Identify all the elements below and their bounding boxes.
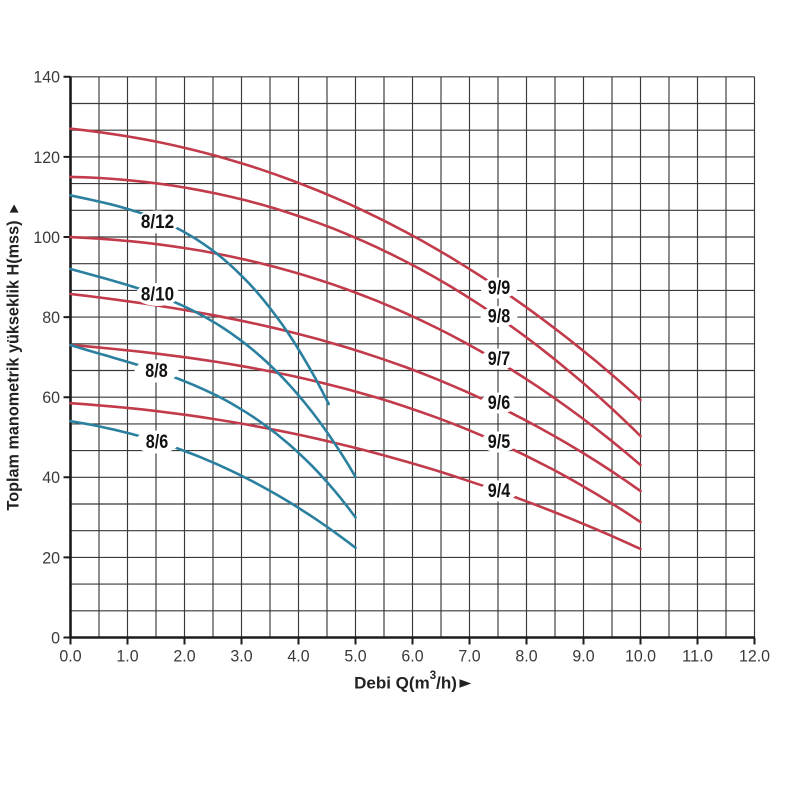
svg-text:9.0: 9.0 <box>572 647 594 666</box>
svg-text:8/10: 8/10 <box>141 285 174 306</box>
svg-text:8.0: 8.0 <box>515 647 537 666</box>
svg-text:9/6: 9/6 <box>488 393 510 414</box>
svg-text:20: 20 <box>42 548 60 567</box>
svg-text:140: 140 <box>33 68 60 87</box>
svg-text:40: 40 <box>42 468 60 487</box>
svg-text:120: 120 <box>33 148 60 167</box>
svg-text:Debi Q(m3/h): Debi Q(m3/h) <box>354 670 457 693</box>
svg-text:9/8: 9/8 <box>488 307 510 328</box>
svg-text:4.0: 4.0 <box>287 647 309 666</box>
svg-text:6.0: 6.0 <box>401 647 423 666</box>
svg-text:2.0: 2.0 <box>173 647 195 666</box>
svg-text:10.0: 10.0 <box>625 647 656 666</box>
svg-text:100: 100 <box>33 228 60 247</box>
svg-text:Toplam manometrik yükseklik H(: Toplam manometrik yükseklik H(mss) <box>4 221 23 511</box>
svg-text:0: 0 <box>51 628 60 647</box>
svg-text:3.0: 3.0 <box>230 647 252 666</box>
svg-text:11.0: 11.0 <box>682 647 713 666</box>
svg-text:1.0: 1.0 <box>116 647 138 666</box>
svg-text:9/9: 9/9 <box>488 278 510 299</box>
svg-text:8/12: 8/12 <box>141 212 174 233</box>
svg-text:9/5: 9/5 <box>488 432 511 453</box>
svg-text:8/8: 8/8 <box>145 361 167 382</box>
svg-text:80: 80 <box>42 308 60 327</box>
svg-text:9/4: 9/4 <box>488 481 511 502</box>
svg-text:60: 60 <box>42 388 60 407</box>
svg-text:5.0: 5.0 <box>344 647 366 666</box>
svg-text:8/6: 8/6 <box>146 432 168 453</box>
svg-text:0.0: 0.0 <box>59 647 81 666</box>
svg-text:12.0: 12.0 <box>739 647 770 666</box>
svg-text:9/7: 9/7 <box>488 349 510 370</box>
svg-text:7.0: 7.0 <box>458 647 480 666</box>
